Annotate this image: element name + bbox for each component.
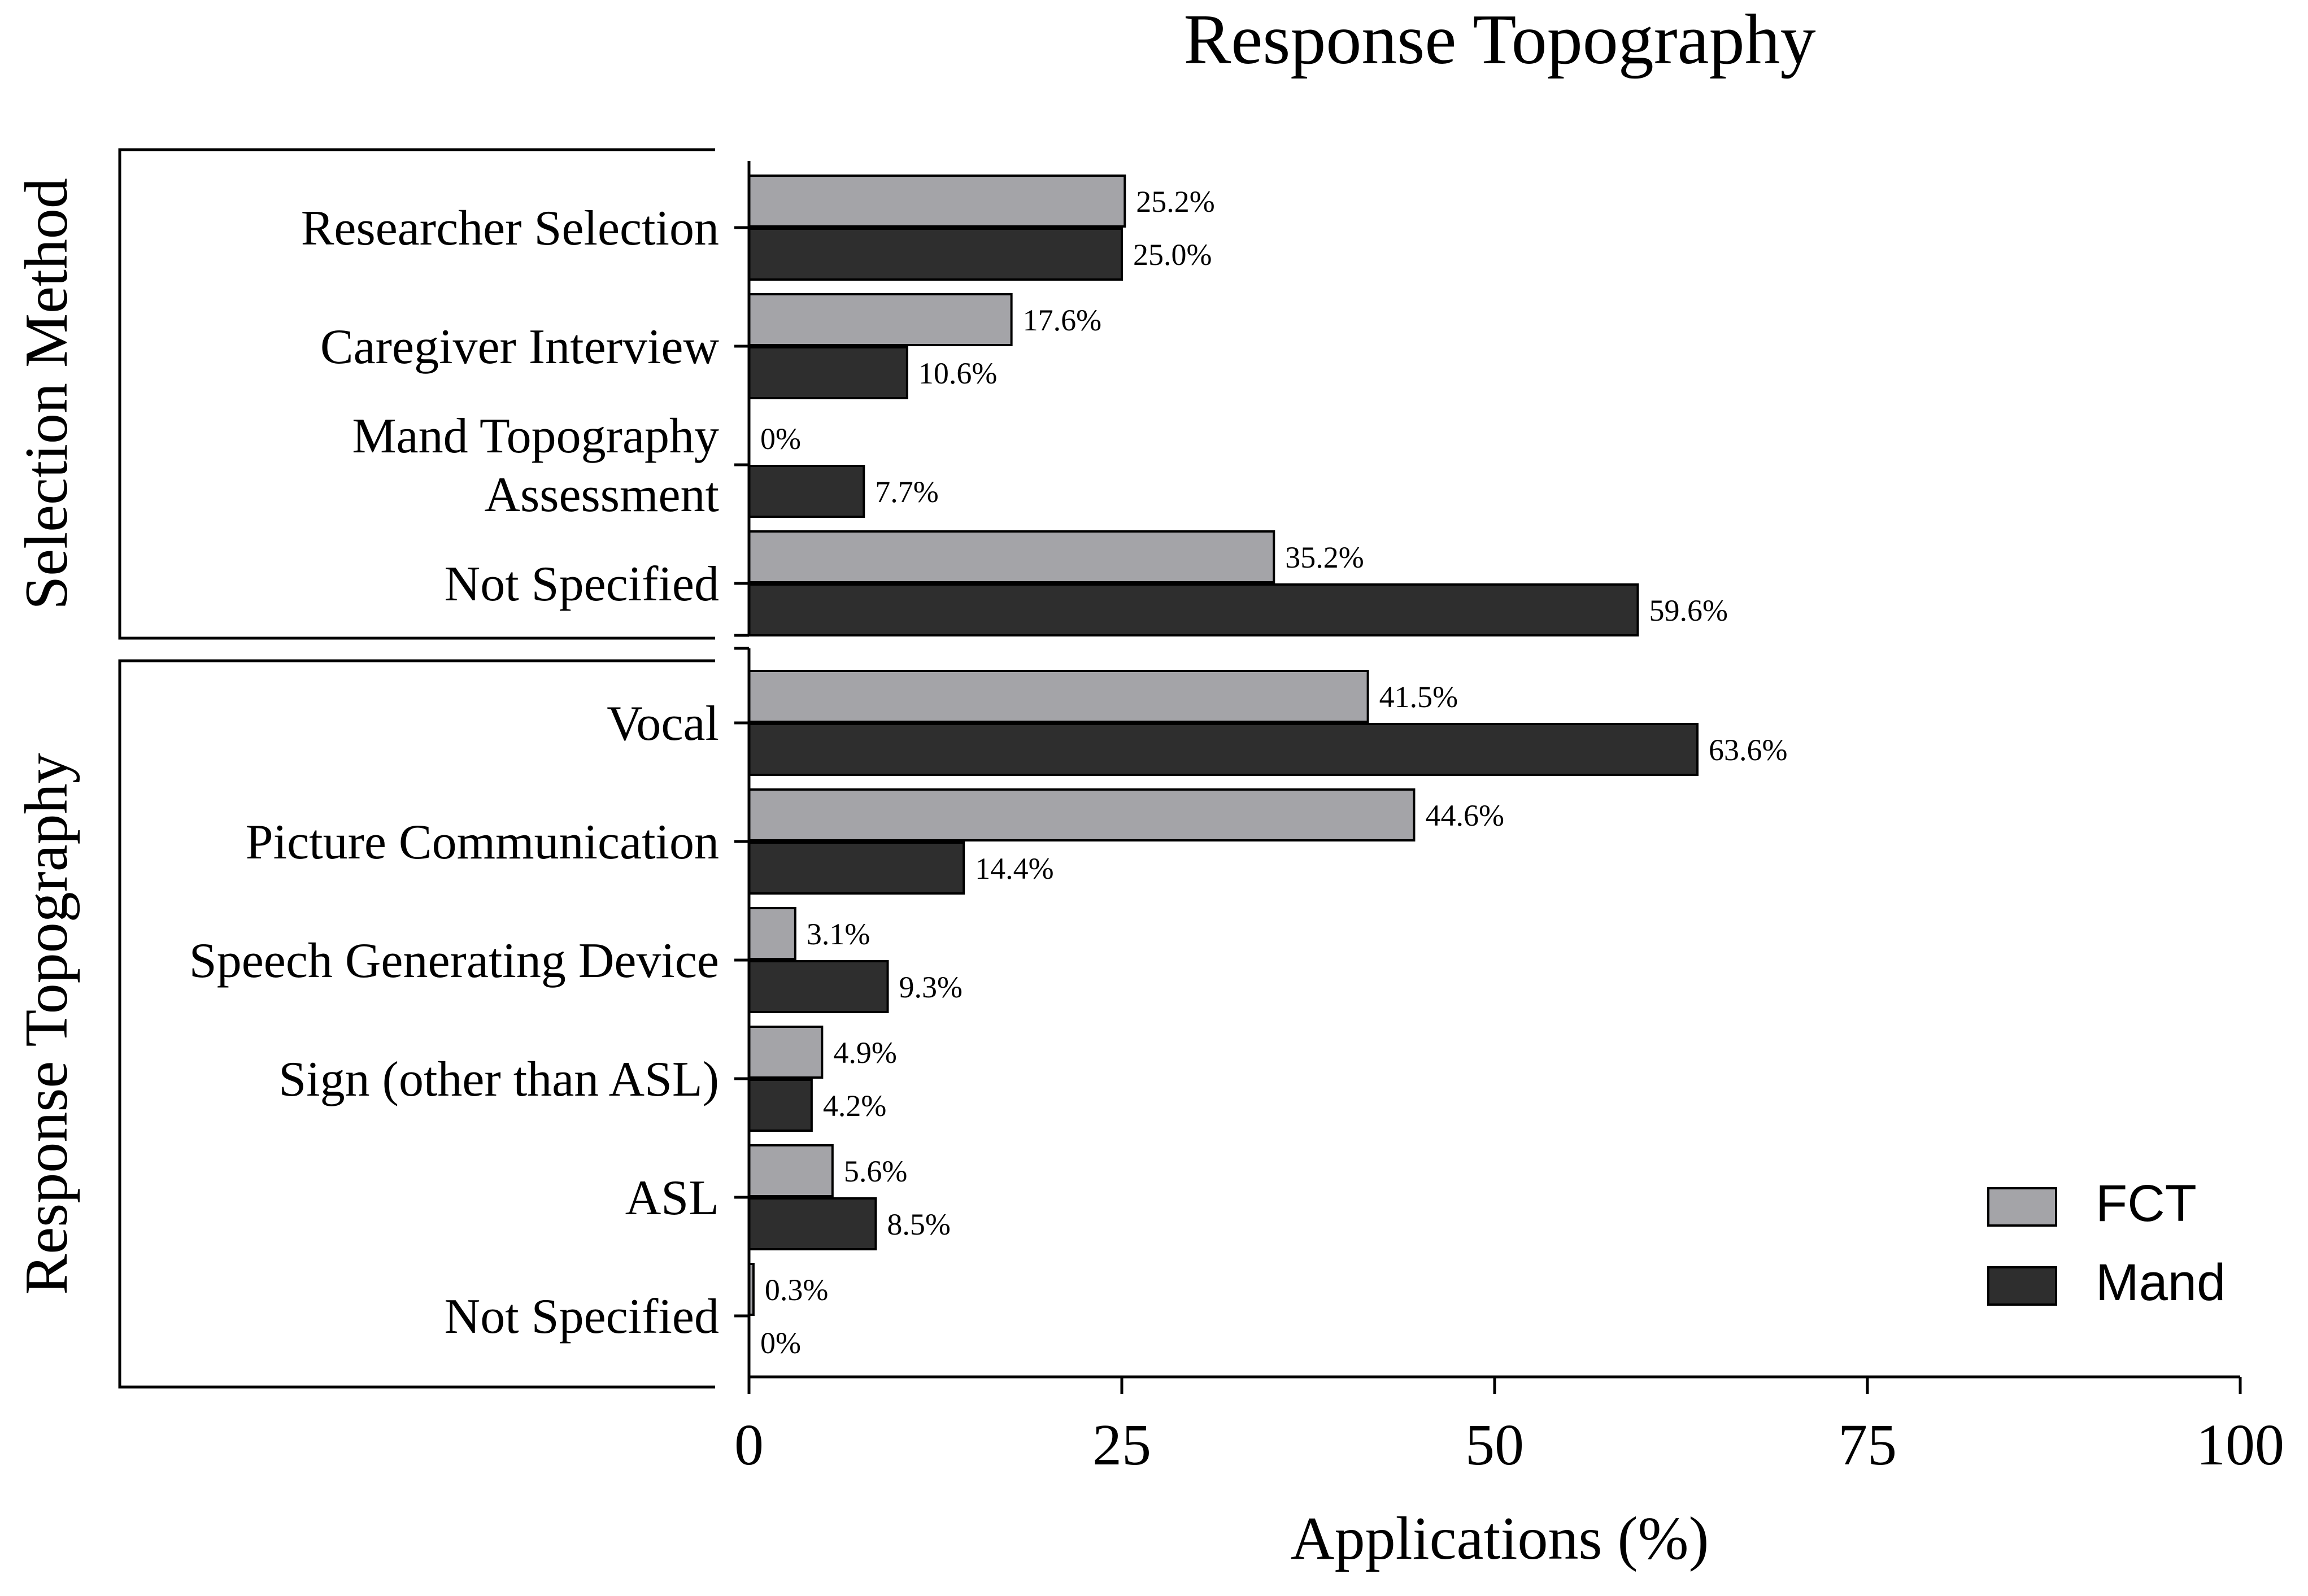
bar-fct-0-0 bbox=[748, 175, 1126, 228]
bar-mand-1-1 bbox=[748, 841, 965, 895]
data-label-fct-1-0: 41.5% bbox=[1379, 680, 1458, 714]
group-label-1: Response Topography bbox=[13, 753, 80, 1294]
category-label-1-1: Picture Communication bbox=[246, 815, 719, 870]
bar-mand-0-0 bbox=[748, 228, 1123, 281]
bar-mand-1-2 bbox=[748, 960, 889, 1013]
x-tick-label-100: 100 bbox=[2196, 1412, 2284, 1477]
legend: FCT Mand bbox=[1987, 1175, 2226, 1311]
bar-mand-1-0 bbox=[748, 723, 1699, 776]
x-tick-label-50: 50 bbox=[1465, 1412, 1524, 1477]
group-label-0: Selection Method bbox=[13, 178, 80, 610]
data-label-fct-0-3: 35.2% bbox=[1285, 540, 1364, 574]
bar-fct-1-4 bbox=[748, 1144, 834, 1197]
x-tick-label-75: 75 bbox=[1838, 1412, 1897, 1477]
category-label-0-2-line1: Assessment bbox=[484, 468, 719, 522]
category-label-0-2-line0: Mand Topography bbox=[352, 409, 719, 464]
chart-title: Response Topography bbox=[1183, 1, 1815, 79]
category-label-1-2: Speech Generating Device bbox=[189, 934, 719, 988]
category-label-1-3: Sign (other than ASL) bbox=[278, 1052, 719, 1107]
legend-swatch-mand bbox=[1987, 1266, 2057, 1306]
group-bracket-1 bbox=[118, 659, 715, 1389]
category-label-0-1: Caregiver Interview bbox=[320, 320, 720, 374]
bar-mand-1-4 bbox=[748, 1197, 877, 1250]
data-label-mand-0-2: 7.7% bbox=[875, 475, 938, 509]
data-label-fct-1-1: 44.6% bbox=[1425, 799, 1504, 832]
data-label-fct-0-1: 17.6% bbox=[1023, 303, 1101, 337]
plot-area: 25.2% 25.0% Researcher Selection 17.6% 10.6%… bbox=[13, 148, 2284, 1477]
data-label-mand-1-0: 63.6% bbox=[1709, 733, 1787, 767]
x-tick-label-25: 25 bbox=[1092, 1412, 1151, 1477]
category-label-1-5: Not Specified bbox=[445, 1289, 719, 1344]
legend-label-mand: Mand bbox=[2096, 1254, 2226, 1311]
data-label-mand-0-1: 10.6% bbox=[918, 356, 997, 390]
bar-mand-1-3 bbox=[748, 1079, 813, 1132]
bar-fct-1-0 bbox=[748, 670, 1369, 723]
data-label-mand-0-3: 59.6% bbox=[1649, 594, 1727, 627]
bar-fct-1-3 bbox=[748, 1026, 824, 1079]
x-tick-label-0: 0 bbox=[734, 1412, 764, 1477]
data-label-fct-1-4: 5.6% bbox=[844, 1154, 907, 1188]
data-label-mand-1-5: 0% bbox=[760, 1326, 801, 1360]
bar-mand-0-1 bbox=[748, 346, 908, 399]
bar-fct-0-1 bbox=[748, 293, 1013, 346]
data-label-fct-1-5: 0.3% bbox=[765, 1273, 828, 1307]
category-label-0-0: Researcher Selection bbox=[301, 201, 719, 256]
category-label-1-0: Vocal bbox=[607, 696, 719, 751]
data-label-fct-1-3: 4.9% bbox=[833, 1036, 896, 1070]
category-label-0-3: Not Specified bbox=[445, 557, 719, 612]
category-label-1-4: ASL bbox=[625, 1171, 719, 1226]
bar-fct-1-1 bbox=[748, 788, 1416, 841]
x-axis-label: Applications (%) bbox=[1291, 1505, 1709, 1572]
legend-label-fct: FCT bbox=[2096, 1175, 2197, 1232]
data-label-mand-0-0: 25.0% bbox=[1133, 238, 1212, 272]
data-label-mand-1-2: 9.3% bbox=[899, 970, 963, 1004]
bar-mand-0-2 bbox=[748, 465, 865, 518]
data-label-fct-0-0: 25.2% bbox=[1136, 185, 1214, 219]
bar-fct-1-2 bbox=[748, 907, 796, 960]
data-label-fct-1-2: 3.1% bbox=[807, 917, 870, 951]
bar-fct-0-3 bbox=[748, 530, 1275, 583]
data-label-mand-1-4: 8.5% bbox=[887, 1207, 950, 1241]
legend-swatch-fct bbox=[1987, 1187, 2057, 1227]
data-label-mand-1-1: 14.4% bbox=[975, 852, 1053, 886]
data-label-mand-1-3: 4.2% bbox=[823, 1089, 886, 1123]
group-bracket-0 bbox=[118, 148, 715, 640]
data-label-fct-0-2: 0% bbox=[760, 422, 801, 456]
bar-mand-0-3 bbox=[748, 583, 1639, 636]
